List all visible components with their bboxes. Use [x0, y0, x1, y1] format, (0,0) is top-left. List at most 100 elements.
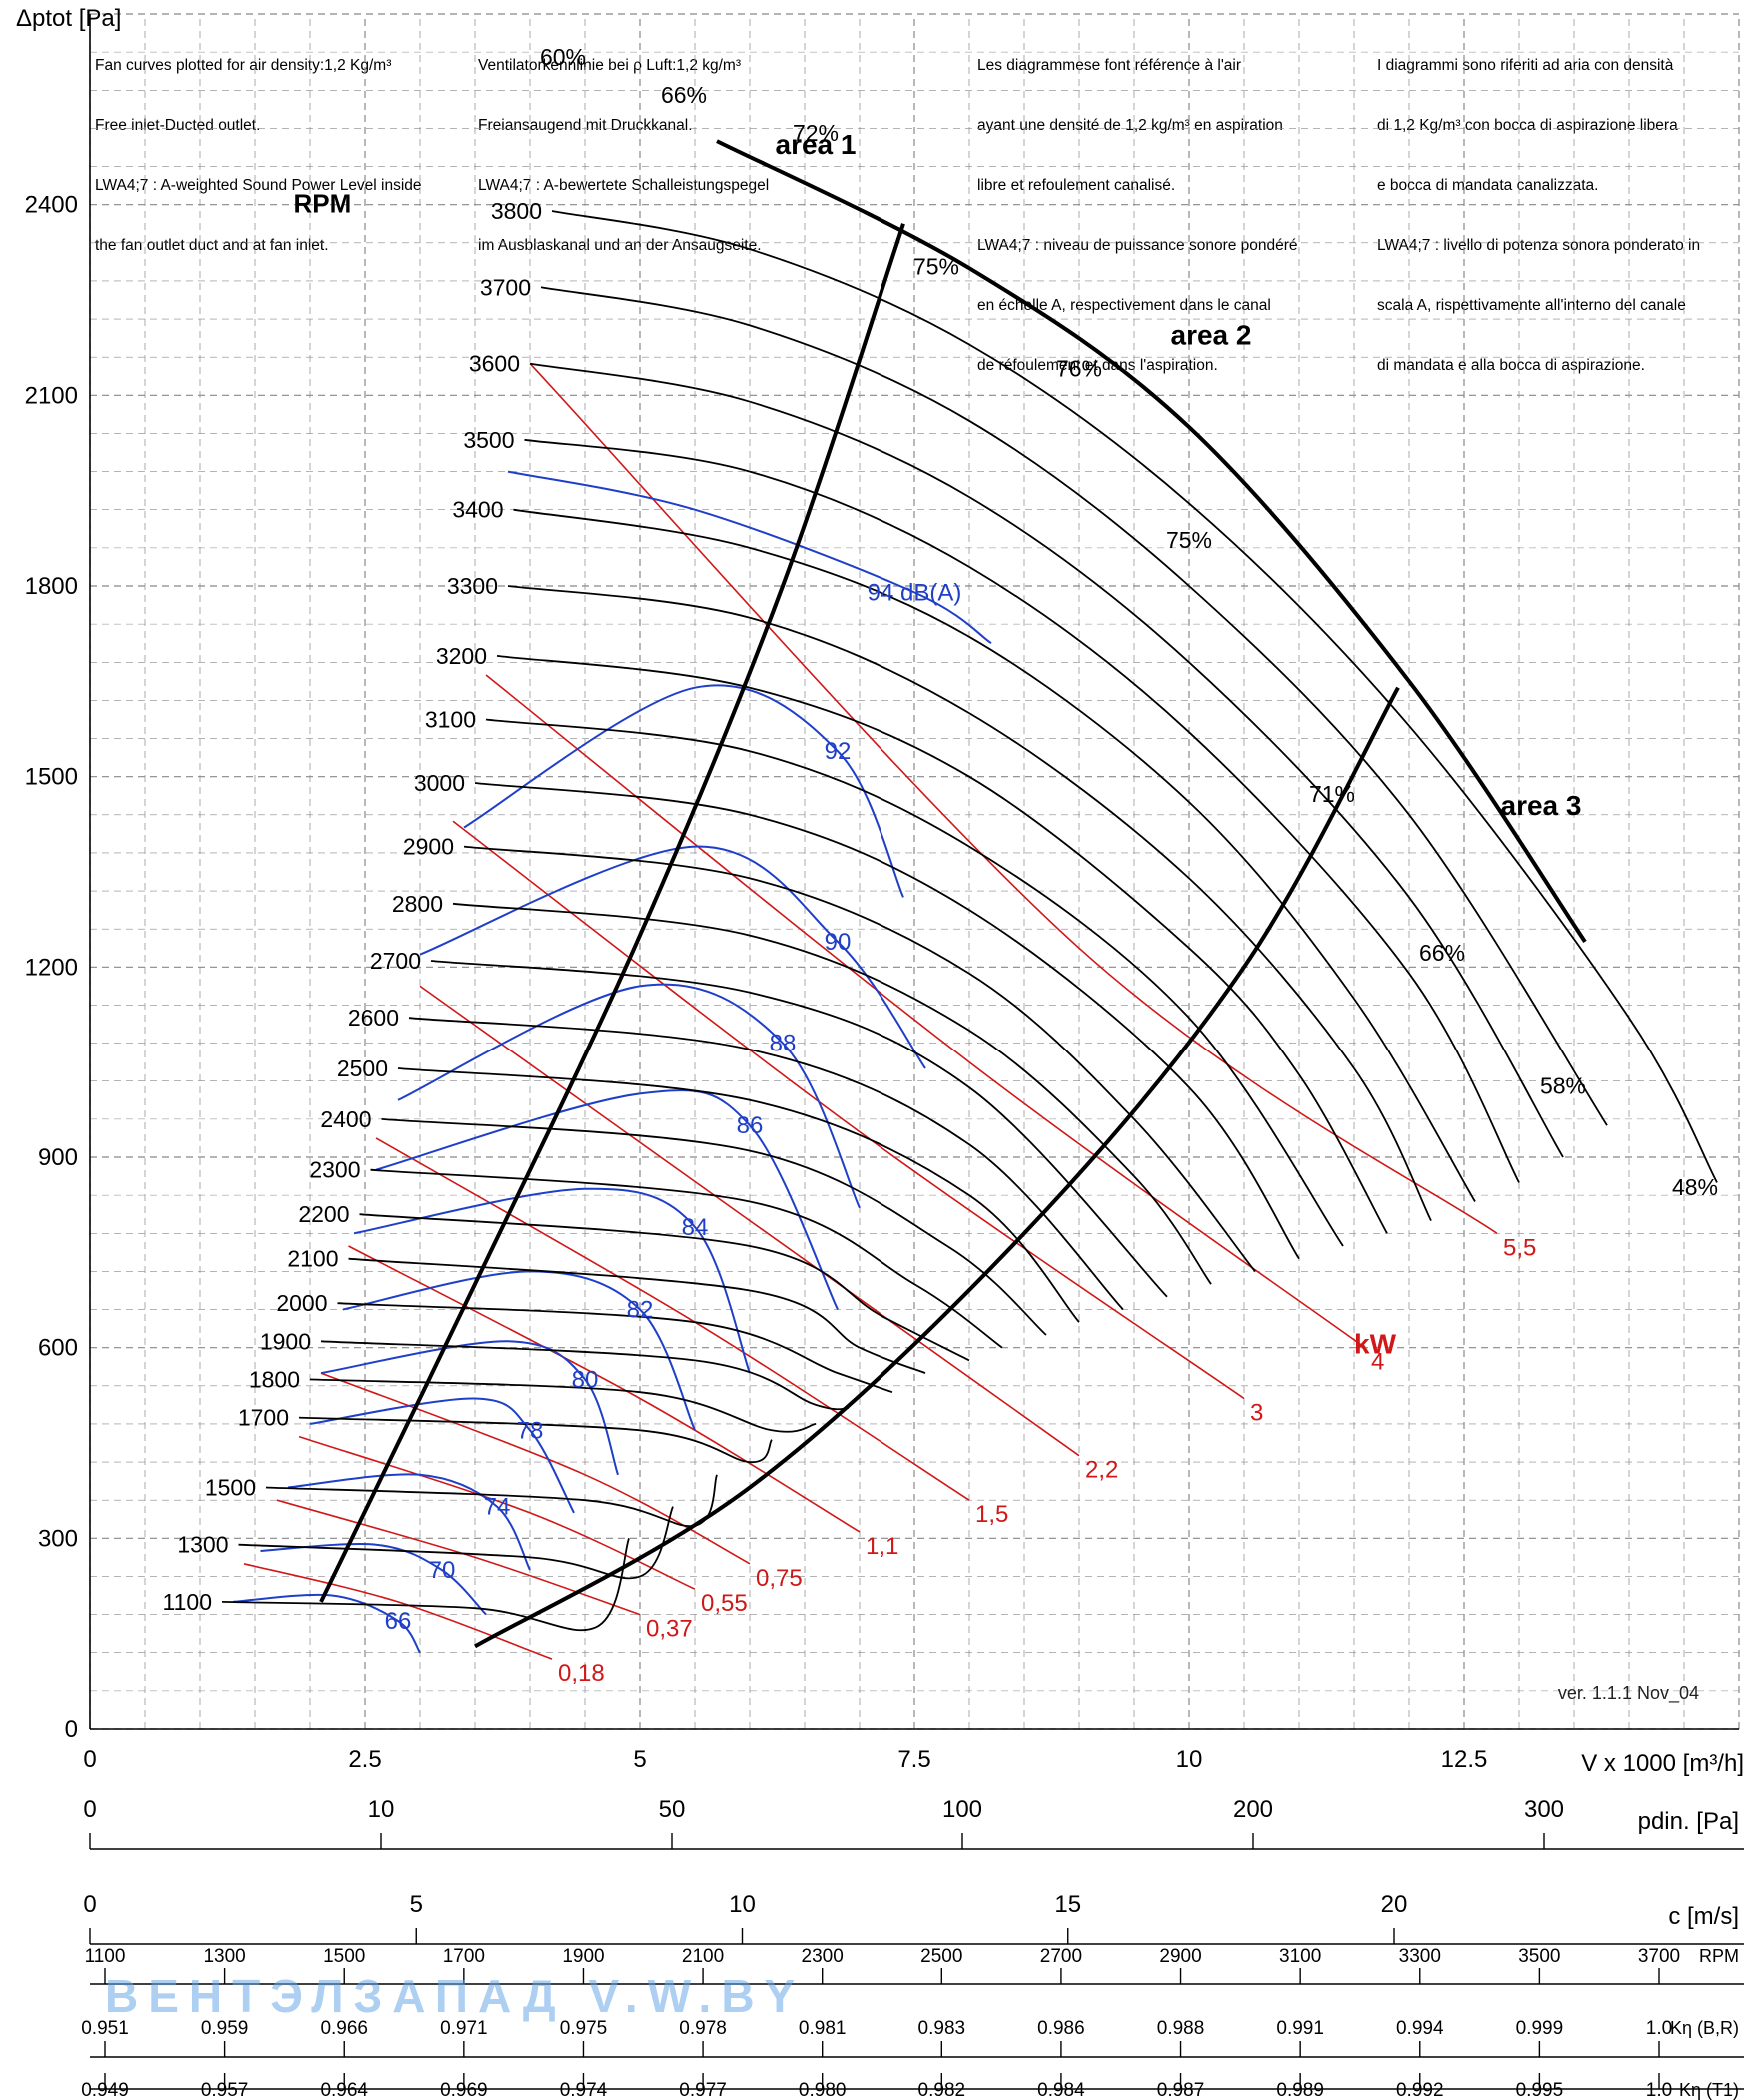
rpm-curve	[463, 845, 1256, 1272]
note-it-line: I diagrammi sono riferiti ad aria con de…	[1377, 57, 1674, 74]
scale-tick-label: 2700	[1040, 1946, 1082, 1967]
sound-label: 80	[572, 1366, 599, 1393]
scale-tick-label: 0.975	[560, 2018, 608, 2039]
scale-tick-label: 2900	[1159, 1946, 1201, 1967]
y-tick-label: 300	[38, 1525, 78, 1552]
x-tick-label: 5	[633, 1746, 646, 1773]
scale-tick-label: 1900	[562, 1946, 604, 1967]
sound-label: 78	[517, 1417, 544, 1444]
power-label: 0,37	[646, 1616, 693, 1643]
note-german: Ventilatorkennlinie bei ρ Luft:1,2 kg/m³…	[478, 16, 769, 276]
sound-label: 86	[737, 1112, 764, 1139]
area-boundary-2	[473, 686, 1400, 1649]
note-it-line: scala A, rispettivamente all'interno del…	[1377, 297, 1686, 314]
note-fr-line: Les diagrammese font référence à l'air	[977, 57, 1242, 74]
rpm-curve	[540, 286, 1608, 1126]
scale-tick-label: 2500	[920, 1946, 962, 1967]
scale-tick-label: 3300	[1399, 1946, 1441, 1967]
scale-tick-label: 0.951	[81, 2018, 129, 2039]
power-line	[298, 1435, 696, 1590]
power-line	[320, 1372, 751, 1565]
scale-title: pdin. [Pa]	[1638, 1808, 1739, 1835]
rpm-curve	[474, 782, 1300, 1260]
sound-label: 70	[429, 1557, 456, 1584]
scale-tick-label: 0.982	[918, 2080, 966, 2100]
y-tick-label: 1800	[25, 573, 78, 600]
scale-tick-label: 15	[1054, 1891, 1081, 1918]
y-axis-title: Δptot [Pa]	[16, 5, 121, 32]
grid: 0 2.5 5 7.5 10 12.5 0 300 600 900 1200 1500 1800 2100…	[25, 13, 1740, 1773]
scale-tick-label: 0.999	[1516, 2018, 1564, 2039]
y-tick-label: 900	[38, 1144, 78, 1171]
rpm-label: 3600	[469, 351, 520, 377]
note-en-line: Free inlet-Ducted outlet.	[95, 117, 261, 134]
rpm-label: 2200	[298, 1201, 349, 1227]
note-it-line: di mandata e alla bocca di aspirazione.	[1377, 357, 1645, 374]
scale-tick-label: 1.0	[1646, 2080, 1672, 2100]
area-label: area 2	[1171, 319, 1252, 350]
rpm-label: 3500	[463, 427, 514, 453]
scale-tick-label: 50	[659, 1796, 686, 1823]
y-tick-label: 2100	[25, 382, 78, 409]
y-tick-label: 600	[38, 1335, 78, 1362]
note-it-line: e bocca di mandata canalizzata.	[1377, 177, 1599, 194]
scale-title: RPM	[1699, 1946, 1739, 1966]
y-tick-label: 1200	[25, 954, 78, 981]
scale-tick-label: 0.986	[1037, 2018, 1085, 2039]
area-boundary-1	[319, 223, 905, 1603]
power-line	[452, 820, 1245, 1400]
scale-tick-label: 10	[368, 1796, 395, 1823]
power-label: 5,5	[1503, 1234, 1536, 1261]
x-tick-label: 0	[83, 1746, 96, 1773]
rpm-curve	[430, 960, 1168, 1298]
scale-tick-label: 0	[83, 1891, 96, 1918]
rpm-curve	[238, 1506, 674, 1580]
note-en-line: LWA4;7 : A-weighted Sound Power Level in…	[95, 177, 422, 194]
rpm-label: 2800	[392, 891, 443, 917]
bottom-scales: 0 10 50 100 200 300 pdin. [Pa] 0 5 10 15 20 c [m/s] 1…	[81, 1796, 1744, 2100]
scale-tick-label: 1100	[85, 1946, 126, 1967]
scale-tick-label: 0.988	[1157, 2018, 1205, 2039]
rpm-label: 2100	[287, 1246, 338, 1272]
rpm-label: 3100	[425, 706, 476, 732]
power-label: 0,75	[756, 1565, 803, 1592]
rpm-title: RPM	[294, 189, 352, 219]
scale-tick-label: 0.969	[440, 2080, 488, 2100]
scale-title: Kη (T1)	[1679, 2080, 1739, 2100]
rpm-label: 2400	[320, 1106, 371, 1132]
power-label: 0,18	[558, 1660, 605, 1687]
rpm-curve	[408, 1017, 1124, 1311]
scale-tick-label: 0.980	[799, 2080, 847, 2100]
sound-label: 92	[825, 738, 852, 765]
rpm-curve	[507, 585, 1432, 1222]
note-fr-line: LWA4;7 : niveau de puissance sonore pond…	[977, 237, 1298, 254]
sound-line	[419, 845, 926, 1069]
scale-tick-label: 0.974	[560, 2080, 608, 2100]
power-line	[485, 674, 1366, 1349]
rpm-label: 1500	[205, 1474, 256, 1500]
x-axis-title: V x 1000 [m³/h]	[1581, 1750, 1744, 1777]
watermark: ВЕНТЭЛЗАПАД V.W.BY	[105, 1970, 805, 2022]
rpm-curve	[529, 362, 1564, 1158]
scale-tick-label: 0.995	[1516, 2080, 1564, 2100]
note-fr-line: libre et refoulement canalisé.	[977, 177, 1176, 194]
efficiency-label: 76%	[1056, 355, 1102, 381]
rpm-curve	[309, 1378, 817, 1433]
rpm-label: 1800	[249, 1366, 300, 1392]
power-label: 1,1	[866, 1533, 898, 1560]
rpm-label: 2300	[309, 1157, 360, 1183]
rpm-label: 2600	[348, 1005, 399, 1031]
note-english: Fan curves plotted for air density:1,2 K…	[95, 16, 422, 276]
rpm-label: 3800	[491, 198, 542, 224]
rpm-label: 3300	[447, 573, 498, 599]
power-label: 2,2	[1085, 1457, 1118, 1484]
rpm-curve	[381, 1118, 1047, 1336]
note-fr-line: ayant une densité de 1,2 kg/m³ en aspira…	[977, 117, 1283, 134]
power-label: 1,5	[975, 1501, 1008, 1528]
y-tick-label: 0	[65, 1716, 78, 1743]
scale-tick-label: 0.949	[81, 2080, 129, 2100]
efficiency-label: 72%	[793, 120, 839, 146]
sound-label: 82	[627, 1297, 654, 1324]
y-tick-label: 1500	[25, 764, 78, 791]
